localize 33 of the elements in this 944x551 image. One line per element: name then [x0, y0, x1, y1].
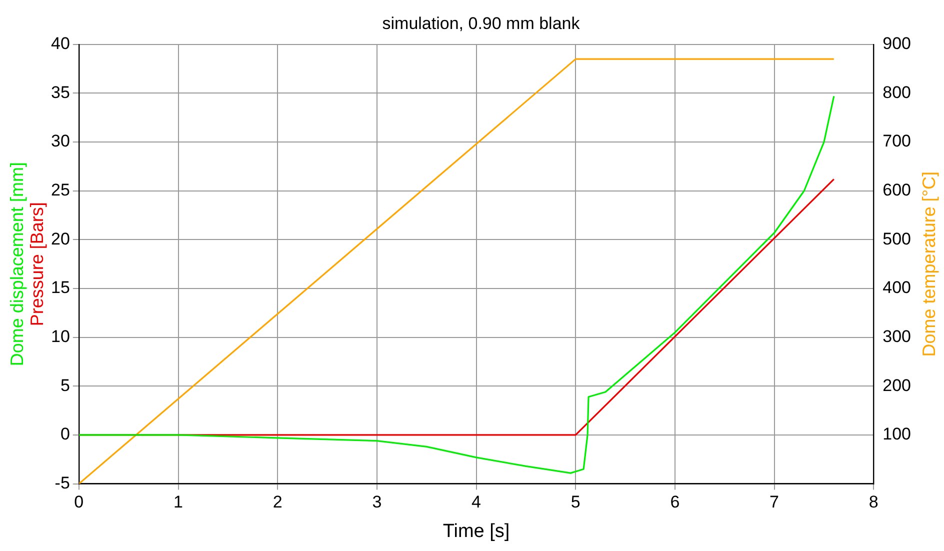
y-tick-label: 25 — [50, 180, 70, 200]
x-tick-label: 0 — [74, 492, 84, 512]
y-tick-label: 10 — [50, 327, 70, 346]
x-tick-label: 1 — [174, 492, 183, 512]
y-tick-label: -5 — [54, 473, 70, 492]
y-tick-label: 35 — [50, 82, 70, 102]
y2-tick-label: 600 — [882, 180, 912, 200]
y2-tick-label: 800 — [882, 82, 912, 102]
y-tick-label: 30 — [50, 132, 70, 151]
y2-tick-label: 900 — [882, 34, 912, 54]
text: Dome temperature [°C] — [918, 171, 939, 357]
y-tick-label: 15 — [50, 278, 70, 298]
x-tick-label: 4 — [472, 492, 482, 512]
text: Dome displacement [mm] — [6, 162, 27, 366]
y-tick-label: 20 — [50, 229, 70, 248]
y-tick-label: 0 — [60, 424, 70, 444]
text: Pressure [Bars] — [26, 202, 47, 326]
x-tick-label: 3 — [372, 492, 382, 512]
y2-tick-label: 100 — [882, 424, 912, 444]
x-tick-label: 6 — [670, 492, 680, 512]
y2-tick-label: 500 — [882, 229, 912, 248]
y2-tick-label: 700 — [882, 132, 912, 151]
x-tick-label: 2 — [272, 492, 282, 512]
y2-tick-label: 200 — [882, 376, 912, 395]
y2-tick-label: 400 — [882, 278, 912, 298]
x-axis-title: Time [s] — [442, 520, 510, 542]
x-tick-label: 5 — [570, 492, 580, 512]
x-tick-label: 7 — [770, 492, 780, 512]
y-tick-label: 40 — [50, 34, 70, 54]
y-tick-label: 5 — [60, 376, 70, 395]
y2-tick-label: 300 — [882, 327, 912, 346]
chart-title: simulation, 0.90 mm blank — [382, 14, 580, 33]
x-tick-label: 8 — [868, 492, 878, 512]
